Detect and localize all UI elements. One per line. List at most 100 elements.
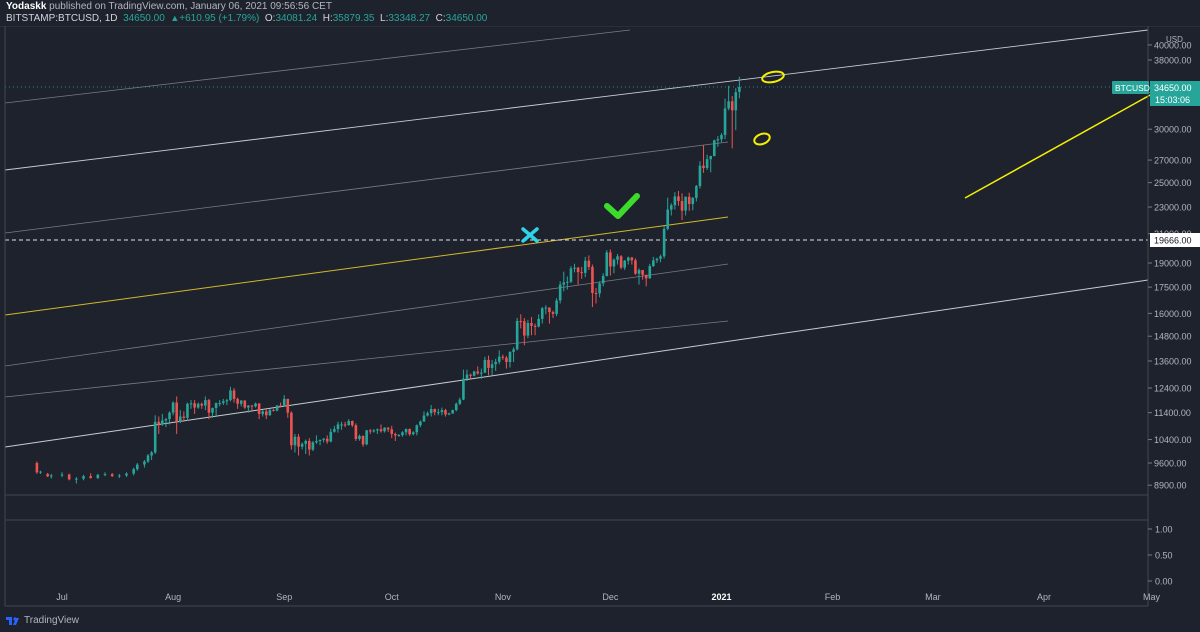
candle-body (236, 398, 239, 404)
candle (132, 467, 135, 476)
candle-body (232, 390, 236, 399)
candle-body (89, 476, 92, 479)
x-tick-label: Sep (276, 592, 292, 602)
candle (598, 281, 601, 298)
candle-body (182, 416, 186, 418)
candle-body (712, 140, 716, 157)
candle-body (662, 228, 666, 257)
cross-mark-icon[interactable] (521, 227, 539, 243)
trendline-1[interactable] (4, 279, 1149, 448)
yellow-circle-annotation-2[interactable] (753, 132, 771, 147)
candle-body (616, 256, 619, 260)
trend-channel-lines[interactable] (4, 29, 1149, 448)
symbol-name[interactable]: BITSTAMP:BTCUSD, 1D (6, 13, 118, 24)
candle-body (637, 270, 641, 274)
candle (318, 439, 322, 446)
trendline-5[interactable] (4, 216, 729, 316)
candle (583, 256, 587, 278)
annotations-layer[interactable] (521, 70, 1153, 243)
yellow-trendline-annotation[interactable] (964, 93, 1153, 199)
candle-body (530, 323, 533, 326)
candle (153, 415, 157, 454)
candle (687, 192, 691, 211)
candle (548, 307, 551, 324)
x-tick-label: Oct (385, 592, 400, 602)
candle (619, 255, 623, 270)
candle (67, 473, 71, 481)
candle-body (279, 405, 282, 407)
tradingview-logo-icon[interactable] (6, 615, 20, 627)
trendline-2[interactable] (4, 29, 1149, 171)
candle (164, 417, 168, 428)
candle-body (272, 410, 275, 412)
trendline-6[interactable] (4, 263, 729, 367)
candle-body (390, 429, 394, 434)
candle-body (526, 323, 530, 336)
x-tick-label: Feb (825, 592, 841, 602)
candle (39, 470, 42, 474)
candle (135, 463, 139, 471)
candle (333, 425, 336, 433)
horizontal-level-line[interactable] (5, 86, 1148, 241)
up-triangle-icon: ▲ (170, 13, 180, 23)
last-price-tag (1150, 81, 1200, 106)
candle-body (257, 403, 261, 414)
candle (254, 402, 257, 408)
candle-body (60, 474, 64, 476)
candle (186, 402, 189, 421)
candle (239, 400, 243, 407)
candle (469, 373, 472, 379)
candle (247, 405, 250, 413)
time-axis[interactable]: Jul Aug Sep Oct Nov Dec 2021 Feb Mar Apr May (56, 592, 1160, 602)
candle (505, 356, 508, 369)
candle (343, 421, 347, 428)
candle (519, 314, 523, 329)
candle-body (680, 200, 684, 211)
candle (734, 88, 738, 131)
author-name[interactable]: Yodaskk (6, 1, 47, 12)
candle (386, 427, 390, 433)
candle (182, 411, 186, 422)
candle-body (239, 400, 243, 404)
yellow-circle-annotation[interactable] (761, 70, 785, 84)
candle-body (304, 440, 308, 444)
candle (35, 461, 39, 474)
candle (82, 474, 85, 481)
candle-body (96, 474, 100, 479)
candle (723, 98, 727, 140)
candle-body (150, 452, 153, 456)
candle-body (429, 409, 433, 414)
candle (261, 410, 265, 417)
candle (626, 256, 630, 265)
candle (465, 369, 469, 382)
candle-body (268, 410, 272, 416)
candle-body (730, 101, 734, 111)
trendline-3[interactable] (4, 29, 631, 104)
trendline-7[interactable] (4, 320, 729, 398)
candle (372, 429, 376, 433)
candle-body (401, 432, 404, 436)
candle-body (411, 432, 415, 435)
candle-body (437, 412, 440, 414)
candle-body (347, 420, 351, 425)
tradingview-brand[interactable]: TradingView (24, 615, 80, 626)
candle (673, 192, 677, 210)
candle-body (537, 318, 540, 327)
candle-body (630, 257, 634, 261)
candle-body (164, 419, 168, 421)
close-label: C: (435, 13, 446, 24)
candle (397, 433, 401, 437)
candle (218, 400, 221, 407)
candle (458, 397, 462, 406)
check-mark-icon[interactable] (604, 193, 640, 219)
candle (472, 370, 476, 377)
candle (60, 472, 64, 478)
candle-body (178, 416, 182, 422)
candle-body (186, 403, 189, 418)
candle (551, 310, 555, 318)
candle (591, 264, 594, 308)
published-text: published on TradingView.com, January 06… (49, 1, 332, 12)
candle-body (250, 405, 254, 407)
trendline-4[interactable] (4, 141, 729, 234)
